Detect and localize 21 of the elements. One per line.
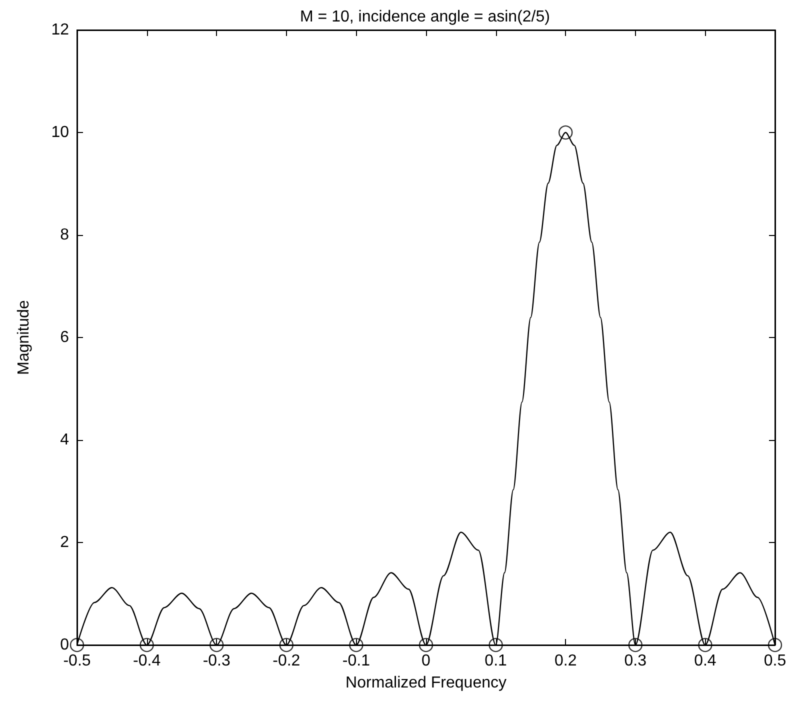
x-tick-label: 0 — [422, 652, 431, 670]
x-tick-label: -0.5 — [63, 652, 91, 670]
x-tick-label: 0.2 — [554, 652, 577, 670]
y-tick-label: 2 — [60, 534, 70, 551]
y-tick-label: 6 — [60, 329, 70, 346]
x-tick-label: 0.3 — [624, 652, 647, 670]
x-axis-title: Normalized Frequency — [346, 674, 506, 692]
x-tick-label: -0.3 — [202, 652, 230, 670]
x-tick-label: -0.2 — [272, 652, 300, 670]
chart-title: M = 10, incidence angle = asin(2/5) — [300, 8, 550, 26]
y-tick-label: 12 — [51, 22, 70, 38]
y-tick-label: 0 — [60, 636, 70, 654]
x-tick-label: -0.4 — [133, 652, 161, 670]
y-tick-label: 4 — [60, 432, 70, 448]
x-tick-label: -0.1 — [342, 652, 370, 670]
x-tick-label: 0.5 — [764, 652, 786, 670]
y-tick-label: 10 — [51, 124, 70, 141]
y-tick-label: 8 — [60, 226, 70, 244]
y-axis-title: Magnitude — [16, 300, 32, 375]
x-tick-label: 0.1 — [484, 652, 508, 670]
x-tick-label: 0.4 — [694, 652, 716, 670]
